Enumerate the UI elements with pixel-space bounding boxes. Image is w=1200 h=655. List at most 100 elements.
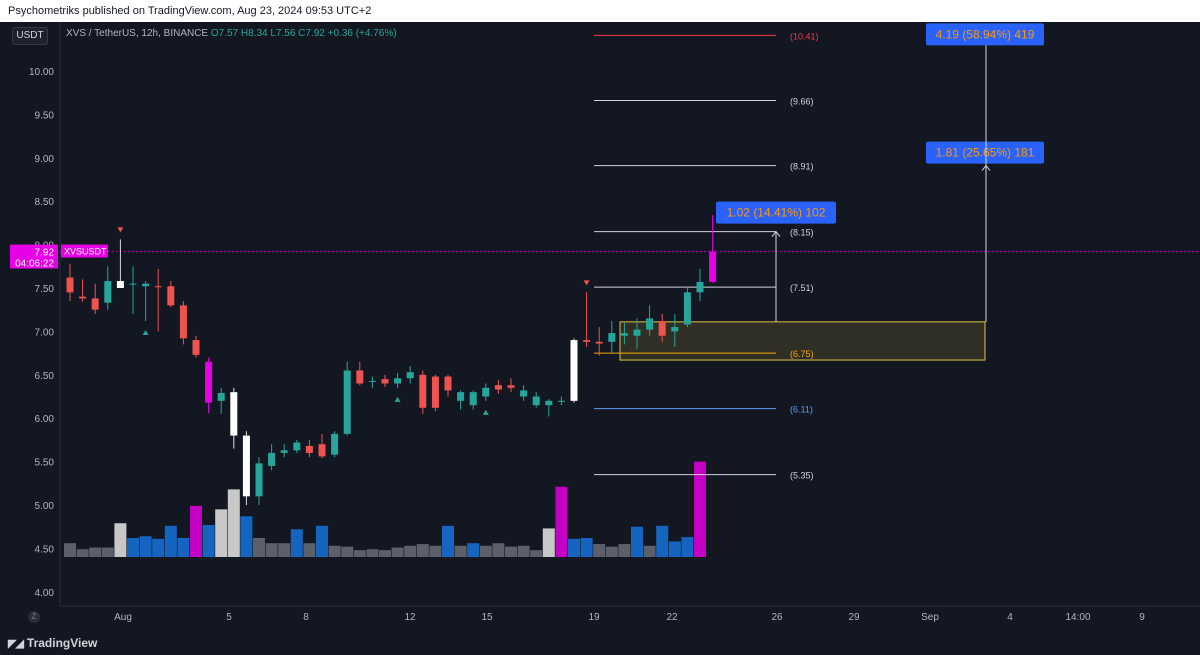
volume-bar xyxy=(202,524,215,557)
candle-body xyxy=(91,298,99,310)
candle-body xyxy=(255,463,263,497)
volume-bar xyxy=(593,544,606,557)
y-tick-label: 10.00 xyxy=(29,67,54,78)
candle-body xyxy=(129,283,137,285)
level-label: (9.66) xyxy=(790,97,814,107)
volume-bar xyxy=(517,545,530,557)
volume-bar xyxy=(656,525,669,557)
ticker-tag xyxy=(61,244,108,258)
candle-body xyxy=(570,340,578,401)
publish-info: Psychometriks published on TradingView.c… xyxy=(8,5,372,17)
volume-bar xyxy=(152,538,165,557)
measure-box xyxy=(926,141,1044,164)
candle-body xyxy=(343,370,351,434)
volume-bar xyxy=(568,538,580,557)
level-label: (6.75) xyxy=(790,349,814,359)
candle-body xyxy=(79,296,87,299)
candle-body xyxy=(620,333,628,336)
volume-bar xyxy=(442,525,454,557)
measure-label: 1.81 (25.65%) 181 xyxy=(936,146,1035,160)
candle-body xyxy=(280,450,288,453)
candle-body xyxy=(608,333,616,342)
candle-body xyxy=(394,378,402,384)
volume-bar xyxy=(668,541,681,557)
brand-name: TradingView xyxy=(26,636,98,650)
candle-body xyxy=(444,376,452,391)
candle-body xyxy=(318,444,326,457)
candle-body xyxy=(305,445,313,453)
price-axis-price: 7.92 xyxy=(35,248,55,259)
candle-body xyxy=(331,433,339,455)
x-tick-label: Sep xyxy=(921,612,939,623)
candle-body xyxy=(658,320,666,336)
symbol-legend: XVS / TetherUS, 12h, BINANCE O7.57 H8.34… xyxy=(66,28,397,39)
tv-logo-icon: ◤◢ xyxy=(8,637,24,650)
candle-body xyxy=(116,281,124,288)
candle-body xyxy=(104,281,112,303)
candle-body xyxy=(368,380,376,382)
volume-bar xyxy=(379,550,391,557)
candle-body xyxy=(557,400,565,402)
volume-bar xyxy=(479,545,492,557)
volume-bar xyxy=(114,523,127,557)
x-tick-label: 5 xyxy=(226,612,232,623)
volume-bar xyxy=(76,549,89,557)
volume-bar xyxy=(341,546,354,557)
candle-body xyxy=(671,327,679,332)
volume-bar xyxy=(681,537,694,557)
volume-bar xyxy=(177,537,190,557)
candle-body xyxy=(242,435,250,497)
volume-bar xyxy=(391,547,404,557)
ticker-tag-label: XVSUSDT xyxy=(64,247,107,257)
candle-body xyxy=(469,392,477,406)
volume-bar xyxy=(240,516,253,557)
volume-bar xyxy=(467,543,480,557)
level-label: (7.51) xyxy=(790,283,814,293)
candle-body xyxy=(142,283,150,287)
candle-body xyxy=(167,286,175,306)
volume-bar xyxy=(404,545,417,557)
candle-body xyxy=(494,385,502,390)
volume-bar xyxy=(215,509,228,557)
candle-body xyxy=(583,340,591,342)
volume-bar xyxy=(416,544,429,557)
volume-bar xyxy=(505,546,517,557)
x-tick-label: 22 xyxy=(666,612,678,623)
demand-zone xyxy=(619,321,986,361)
volume-bar xyxy=(555,486,568,557)
publish-header: Psychometriks published on TradingView.c… xyxy=(0,0,1200,22)
level-label: (8.91) xyxy=(790,162,814,172)
candle-body xyxy=(457,392,465,401)
buy-signal-marker xyxy=(394,396,401,402)
candle-body xyxy=(217,393,225,401)
ohlc-values: O7.57 H8.34 L7.56 C7.92 +0.36 (+4.76%) xyxy=(210,28,397,39)
tradingview-logo[interactable]: ◤◢ TradingView xyxy=(8,636,97,650)
volume-bar xyxy=(265,543,278,557)
y-tick-label: 7.00 xyxy=(35,327,55,338)
volume-bar xyxy=(580,537,593,557)
y-tick-label: 9.50 xyxy=(35,110,55,121)
volume-bar xyxy=(631,526,643,557)
volume-bar xyxy=(89,547,102,557)
volume-bar xyxy=(190,505,202,557)
y-tick-label: 6.50 xyxy=(35,371,55,382)
y-tick-label: 8.50 xyxy=(35,197,55,208)
volume-bar xyxy=(101,547,114,557)
candle-body xyxy=(545,400,553,406)
sell-signal-marker xyxy=(117,227,124,233)
candle-body xyxy=(507,385,515,388)
y-tick-label: 5.00 xyxy=(35,501,55,512)
candle-body xyxy=(646,318,654,330)
price-chart[interactable]: 10.009.509.008.508.007.507.006.506.005.5… xyxy=(0,22,1200,632)
measure-arrowhead xyxy=(771,230,781,237)
x-tick-label: 26 xyxy=(771,612,783,623)
level-label: (8.15) xyxy=(790,228,814,238)
candle-body xyxy=(268,452,276,466)
volume-bar xyxy=(253,537,265,557)
buy-signal-marker xyxy=(482,409,489,415)
z-button[interactable]: Z xyxy=(28,611,40,623)
currency-button[interactable]: USDT xyxy=(12,27,48,45)
y-tick-label: 5.50 xyxy=(35,458,55,469)
volume-bar xyxy=(694,461,706,557)
volume-bar xyxy=(139,536,152,557)
